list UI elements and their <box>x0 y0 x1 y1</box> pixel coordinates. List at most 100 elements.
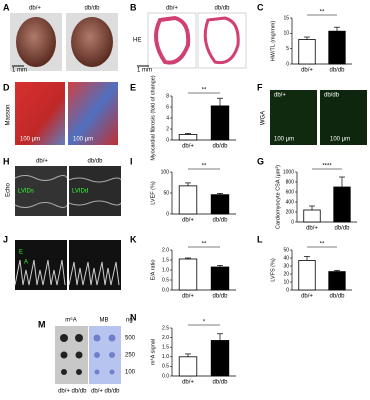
significance-label: * <box>203 320 206 326</box>
y-axis-label: LVFS (%) <box>270 258 276 282</box>
group-label: db/+ <box>274 93 286 99</box>
micrograph <box>68 82 118 145</box>
y-tick-label: 0 <box>166 137 169 143</box>
bar-chart: C 0 5 10 15 HW/TL (mg/mm) db/+ db/db ** <box>257 2 352 74</box>
x-tick-label: db/db <box>329 68 345 74</box>
y-tick-label: 6 <box>166 104 169 110</box>
y-tick-label: 600 <box>286 189 295 195</box>
y-tick-label: 0 <box>286 287 289 293</box>
panel-label: D <box>3 82 10 92</box>
doppler-trace <box>14 259 66 286</box>
bar-chart: L 0 10 20 30 40 50 LVFS (%) db/+ db/db ** <box>257 234 352 300</box>
bar <box>333 186 351 223</box>
marker-label: LVIDd <box>72 189 88 195</box>
stain-label: WGA <box>261 111 267 125</box>
y-axis-label: HW/TL (mg/mm) <box>270 21 276 62</box>
bar <box>178 134 198 141</box>
y-tick-label: 4 <box>166 115 169 121</box>
y-tick-label: 50 <box>163 190 169 196</box>
x-tick-label: db/db <box>212 294 228 300</box>
micrograph <box>320 90 367 145</box>
group-label: db/db <box>71 389 87 395</box>
y-tick-label: 0 <box>166 211 169 217</box>
group-label: db/+ <box>58 389 70 395</box>
y-tick-label: 5 <box>286 46 289 52</box>
y-tick-label: 2.0 <box>162 335 169 341</box>
group-label: db/db <box>324 93 340 99</box>
x-tick-label: db/db <box>329 294 345 300</box>
bar <box>328 30 346 65</box>
panel-label: K <box>130 234 137 244</box>
bar <box>298 259 316 291</box>
bar <box>210 105 230 141</box>
significance-label: **** <box>322 164 332 170</box>
y-tick-label: 0.5 <box>162 277 169 283</box>
group-label: db/+ <box>166 6 178 12</box>
y-tick-label: 2.5 <box>162 325 169 331</box>
significance-label: ** <box>320 10 325 16</box>
group-label: db/+ <box>36 159 48 165</box>
panel-label: N <box>130 312 137 322</box>
y-tick-label: 1.0 <box>162 354 169 360</box>
group-label: db/db <box>87 159 103 165</box>
group-label: db/+ <box>29 6 41 12</box>
significance-label: ** <box>202 164 207 170</box>
y-tick-label: 0.0 <box>162 373 169 379</box>
panel-label: E <box>130 82 136 92</box>
panel-label: H <box>3 156 10 166</box>
x-tick-label: db/+ <box>182 380 194 386</box>
bar <box>303 209 321 223</box>
heart-section <box>203 16 240 65</box>
marker-label: LVIDs <box>18 189 34 195</box>
heart <box>71 17 113 67</box>
micrograph <box>15 82 65 145</box>
amount-label: 500 <box>125 336 136 342</box>
panel-label: I <box>130 156 133 166</box>
panel-label: M <box>38 319 46 329</box>
scale-label: 100 μm <box>274 137 294 143</box>
y-tick-label: 10 <box>283 31 289 37</box>
panel-j: J E A <box>3 234 121 290</box>
y-axis-label: E/A ratio <box>150 260 156 281</box>
x-tick-label: db/db <box>212 218 228 224</box>
y-tick-label: 20 <box>283 271 289 277</box>
group-label: db/db <box>104 389 120 395</box>
y-tick-label: 30 <box>283 263 289 269</box>
marker-label: E <box>19 250 23 256</box>
group-label: db/db <box>84 6 100 12</box>
panel-a: A db/+ db/db 1 mm <box>3 2 118 74</box>
panel-label: C <box>257 2 264 12</box>
y-tick-label: 0.0 <box>162 287 169 293</box>
significance-label: ** <box>202 242 207 248</box>
bar <box>178 258 198 291</box>
x-tick-label: db/db <box>334 226 350 232</box>
doppler-trace <box>68 261 120 286</box>
panel-b: B HE db/+ db/db 1 mm <box>130 2 247 74</box>
bar-chart: N 0.0 0.5 1.0 1.5 2.0 2.5 m⁶A signal db/+ db/db * <box>130 312 236 386</box>
y-tick-label: 15 <box>283 15 289 21</box>
wall-trace <box>68 177 122 206</box>
micrograph <box>270 90 317 145</box>
panel-m: M m⁶A MB ng 500 250 100 db/+ db/db db/+ … <box>38 317 136 395</box>
y-tick-label: 0.5 <box>162 364 169 370</box>
x-tick-label: db/+ <box>306 226 318 232</box>
heart <box>16 17 56 67</box>
bar <box>178 185 198 215</box>
x-tick-label: db/+ <box>301 68 313 74</box>
y-tick-label: 400 <box>286 199 295 205</box>
panel-label: G <box>257 156 264 166</box>
stain-label: Masson <box>6 104 12 125</box>
panel-d: D Masson 100 μm 100 μm <box>3 82 118 145</box>
x-tick-label: db/+ <box>301 294 313 300</box>
scale-label: 100 μm <box>20 137 40 143</box>
y-tick-label: 1000 <box>283 169 294 175</box>
y-tick-label: 2 <box>166 126 169 132</box>
x-tick-label: db/db <box>212 144 228 150</box>
y-tick-label: 8 <box>166 93 169 99</box>
amount-label: 250 <box>125 353 136 359</box>
stain-label: HE <box>133 38 141 44</box>
significance-label: ** <box>202 88 207 94</box>
y-axis-label: Myocardial fibrosis (fold of change) <box>150 75 156 160</box>
blot-dots <box>60 334 83 375</box>
